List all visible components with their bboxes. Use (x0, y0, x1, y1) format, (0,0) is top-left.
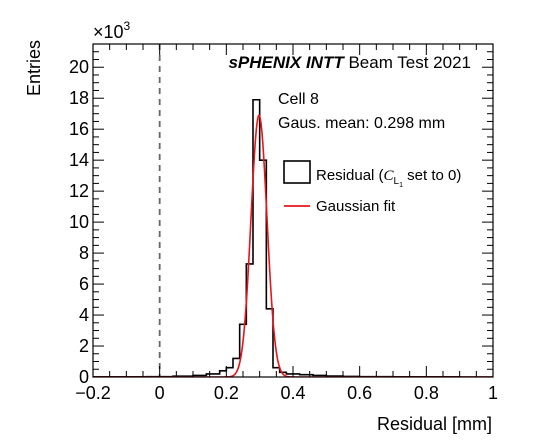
cell-annotation: Cell 8 (278, 91, 319, 108)
legend-residual-subsub: 1 (399, 182, 403, 189)
x-tick-label: 0.2 (214, 383, 239, 403)
x-tick-label: 0.6 (347, 383, 372, 403)
y-tick-label: 2 (79, 336, 89, 356)
experiment-label: sPHENIX INTT Beam Test 2021 (228, 53, 471, 72)
legend-residual-sub: L (394, 176, 400, 187)
y-multiplier: ×103 (93, 19, 131, 42)
y-multiplier-base: ×10 (93, 22, 124, 42)
legend-fit-label: Gaussian fit (316, 198, 396, 215)
legend-residual-prefix: Residual ( (316, 167, 384, 184)
legend-residual-suffix: set to 0) (403, 167, 461, 184)
x-tick-label: −0.2 (75, 383, 111, 403)
legend-residual-var: C (384, 168, 395, 184)
x-axis-title: Residual [mm] (377, 414, 492, 434)
x-tick-label: 1 (488, 383, 498, 403)
y-tick-label: 20 (69, 57, 89, 77)
x-tick-label: 0.8 (414, 383, 439, 403)
y-tick-label: 12 (69, 181, 89, 201)
y-tick-label: 18 (69, 88, 89, 108)
y-multiplier-exponent: 3 (124, 19, 131, 33)
histogram-series (93, 98, 493, 377)
y-axis-title: Entries (24, 40, 44, 96)
experiment-suffix: Beam Test 2021 (344, 53, 471, 72)
y-tick-label: 6 (79, 274, 89, 294)
x-tick-label: 0.4 (280, 383, 305, 403)
legend-residual-swatch (283, 160, 311, 184)
y-tick-label: 14 (69, 150, 89, 170)
y-tick-label: 10 (69, 212, 89, 232)
gaussian-fit-curve (93, 113, 493, 377)
y-tick-label: 16 (69, 119, 89, 139)
mean-annotation: Gaus. mean: 0.298 mm (278, 115, 445, 132)
experiment-name: sPHENIX INTT (228, 53, 345, 72)
y-tick-label: 8 (79, 243, 89, 263)
y-tick-label: 0 (79, 367, 89, 387)
legend-residual-label: Residual (CL1 set to 0) (316, 167, 461, 189)
x-tick-label: 0 (155, 383, 165, 403)
y-tick-label: 4 (79, 305, 89, 325)
legend: Residual (CL1 set to 0) Gaussian fit (283, 160, 461, 215)
